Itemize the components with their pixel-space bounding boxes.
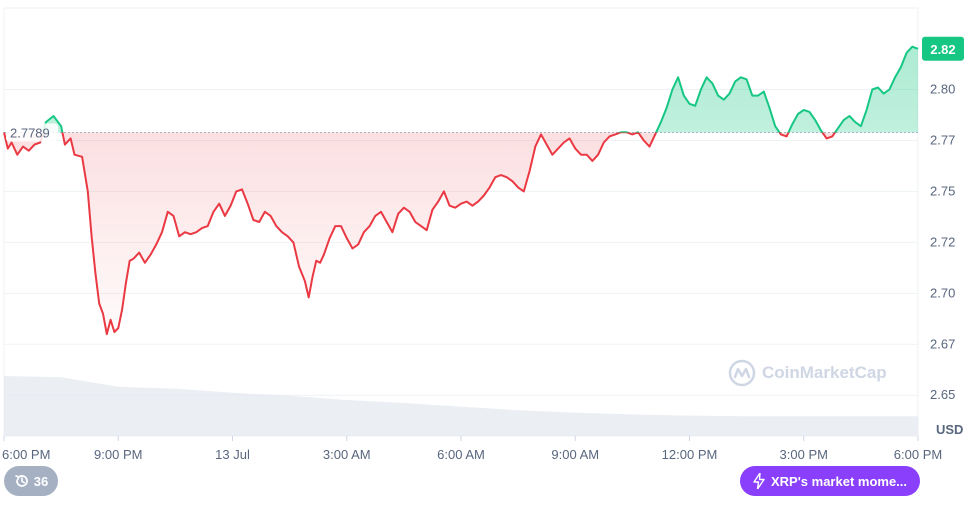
volume-bars (4, 376, 918, 436)
area-fill-above (4, 46, 918, 133)
current-price-value: 2.82 (930, 42, 955, 57)
price-line-below[interactable] (3, 47, 918, 336)
reference-value: 2.7789 (10, 126, 50, 141)
market-momentum-label: XRP's market mome... (770, 473, 908, 489)
price-area-fill (4, 46, 918, 335)
x-tick-label: 3:00 PM (780, 447, 828, 462)
y-tick-label: 2.77 (930, 133, 955, 148)
price-line-above[interactable] (3, 45, 919, 334)
x-tick-label: 6:00 PM (2, 447, 50, 462)
x-tick-label: 12:00 PM (662, 447, 718, 462)
x-tick-label: 9:00 AM (551, 447, 599, 462)
x-tick-label: 9:00 PM (94, 447, 142, 462)
history-badge[interactable]: 36 (4, 466, 58, 496)
reference-label: 2.7789 (6, 123, 58, 142)
y-tick-label: 2.67 (930, 336, 955, 351)
area-fill-below (4, 132, 835, 335)
y-tick-label: 2.70 (930, 285, 955, 300)
y-tick-label: 2.65 (930, 387, 955, 402)
reference-label-background (6, 123, 58, 142)
history-count: 36 (33, 473, 49, 489)
x-tick-label: 3:00 AM (323, 447, 371, 462)
current-price-label: 2.82 (922, 36, 964, 61)
watermark-text: CoinMarketCap (762, 363, 887, 382)
volume-area (4, 376, 918, 436)
price-line[interactable] (3, 45, 919, 336)
current-price-background (922, 36, 964, 61)
y-tick-label: 2.80 (930, 82, 955, 97)
y-axis-labels: 2.80 2.77 2.75 2.72 2.70 2.67 2.65 (930, 82, 955, 403)
y-tick-label: 2.72 (930, 234, 955, 249)
coinmarketcap-watermark: CoinMarketCap (728, 359, 887, 387)
x-axis-labels: 6:00 PM 9:00 PM 13 Jul 3:00 AM 6:00 AM 9:00 A… (2, 436, 942, 462)
x-tick-label: 6:00 PM (894, 447, 942, 462)
market-momentum-pill[interactable]: XRP's market mome... (740, 466, 920, 496)
coinmarketcap-logo-icon (728, 359, 756, 387)
x-tick-label: 6:00 AM (437, 447, 485, 462)
history-icon (14, 475, 28, 487)
y-tick-label: 2.75 (930, 183, 955, 198)
lightning-icon (753, 473, 765, 489)
currency-label: USD (936, 422, 964, 437)
x-tick-label: 13 Jul (215, 447, 250, 462)
